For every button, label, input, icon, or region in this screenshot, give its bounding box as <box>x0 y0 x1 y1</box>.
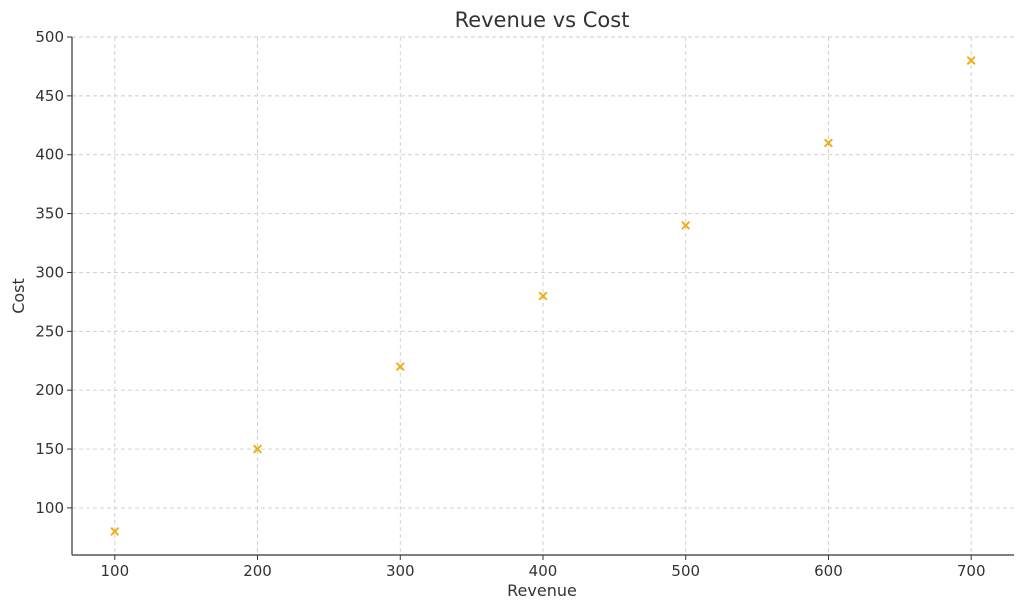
y-tick-label: 200 <box>35 381 64 399</box>
x-ticks: 100 200 300 400 500 600 700 <box>100 555 986 580</box>
data-point <box>538 291 548 301</box>
x-tick-label: 500 <box>671 562 700 580</box>
x-tick-label: 100 <box>100 562 129 580</box>
x-tick-label: 700 <box>957 562 986 580</box>
y-tick-label: 250 <box>35 322 64 340</box>
data-point <box>681 221 690 230</box>
x-tick-label: 600 <box>814 562 843 580</box>
y-tick-label: 300 <box>35 263 64 281</box>
y-tick-label: 350 <box>35 205 64 223</box>
x-axis-label: Revenue <box>507 581 577 600</box>
x-tick-label: 300 <box>386 562 415 580</box>
y-tick-label: 400 <box>35 146 64 164</box>
y-ticks: 100 150 200 250 300 350 400 450 500 <box>35 28 72 517</box>
data-point <box>110 527 120 536</box>
y-tick-label: 100 <box>35 499 64 517</box>
y-axis-label: Cost <box>9 278 28 314</box>
x-tick-label: 400 <box>529 562 558 580</box>
grid <box>72 36 1014 555</box>
y-tick-label: 150 <box>35 440 64 458</box>
data-point <box>396 362 405 371</box>
y-tick-label: 500 <box>35 28 64 46</box>
data-points <box>110 56 976 536</box>
y-tick-label: 450 <box>35 87 64 105</box>
x-tick-label: 200 <box>243 562 272 580</box>
data-point <box>824 138 833 148</box>
data-point <box>253 444 262 454</box>
data-point <box>966 56 976 65</box>
chart-title: Revenue vs Cost <box>455 8 630 32</box>
